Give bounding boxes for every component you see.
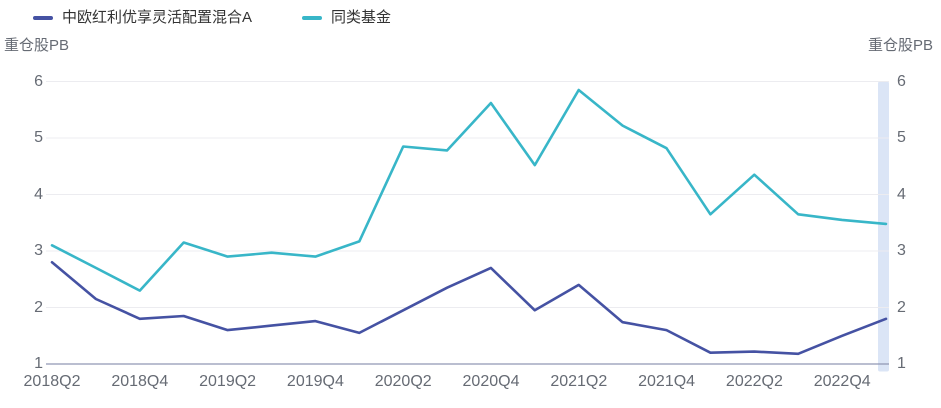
ytick-right-5: 5 — [897, 129, 906, 146]
xtick-2018q4: 2018Q4 — [111, 373, 169, 390]
ytick-left-2: 2 — [34, 299, 43, 316]
ytick-left-1: 1 — [34, 355, 43, 372]
ytick-left-6: 6 — [34, 73, 43, 90]
xtick-2021q4: 2021Q4 — [638, 373, 696, 390]
fund-line-swatch — [33, 16, 53, 20]
xtick-2022q2: 2022Q2 — [725, 373, 783, 390]
xtick-2021q2: 2021Q2 — [550, 373, 608, 390]
xtick-2022q4: 2022Q4 — [813, 373, 871, 390]
xtick-2019q2: 2019Q2 — [199, 373, 257, 390]
ytick-right-3: 3 — [897, 242, 906, 259]
ytick-right-4: 4 — [897, 186, 906, 203]
ytick-left-3: 3 — [34, 242, 43, 259]
xtick-2020q2: 2020Q2 — [374, 373, 432, 390]
ytick-right-2: 2 — [897, 299, 906, 316]
peers-series-line[interactable] — [50, 88, 888, 292]
y-axis-title-right: 重仓股PB — [867, 37, 933, 54]
y-axis-title-left: 重仓股PB — [4, 37, 70, 54]
fund-legend-label: 中欧红利优享灵活配置混合A — [62, 9, 253, 26]
fund-series-line[interactable] — [50, 260, 888, 356]
xtick-2018q2: 2018Q2 — [23, 373, 81, 390]
xtick-2020q4: 2020Q4 — [462, 373, 520, 390]
legend: 中欧红利优享灵活配置混合A 同类基金 — [33, 9, 391, 27]
ytick-right-6: 6 — [897, 73, 906, 90]
ytick-left-5: 5 — [34, 129, 43, 146]
legend-item-peers[interactable]: 同类基金 — [302, 9, 391, 27]
legend-item-fund[interactable]: 中欧红利优享灵活配置混合A — [33, 9, 252, 27]
ytick-left-4: 4 — [34, 186, 43, 203]
ytick-right-1: 1 — [897, 355, 906, 372]
xtick-2019q4: 2019Q4 — [286, 373, 344, 390]
peers-legend-label: 同类基金 — [331, 9, 392, 26]
latest-period-highlight-band — [878, 81, 889, 372]
peers-line-swatch — [302, 16, 323, 20]
